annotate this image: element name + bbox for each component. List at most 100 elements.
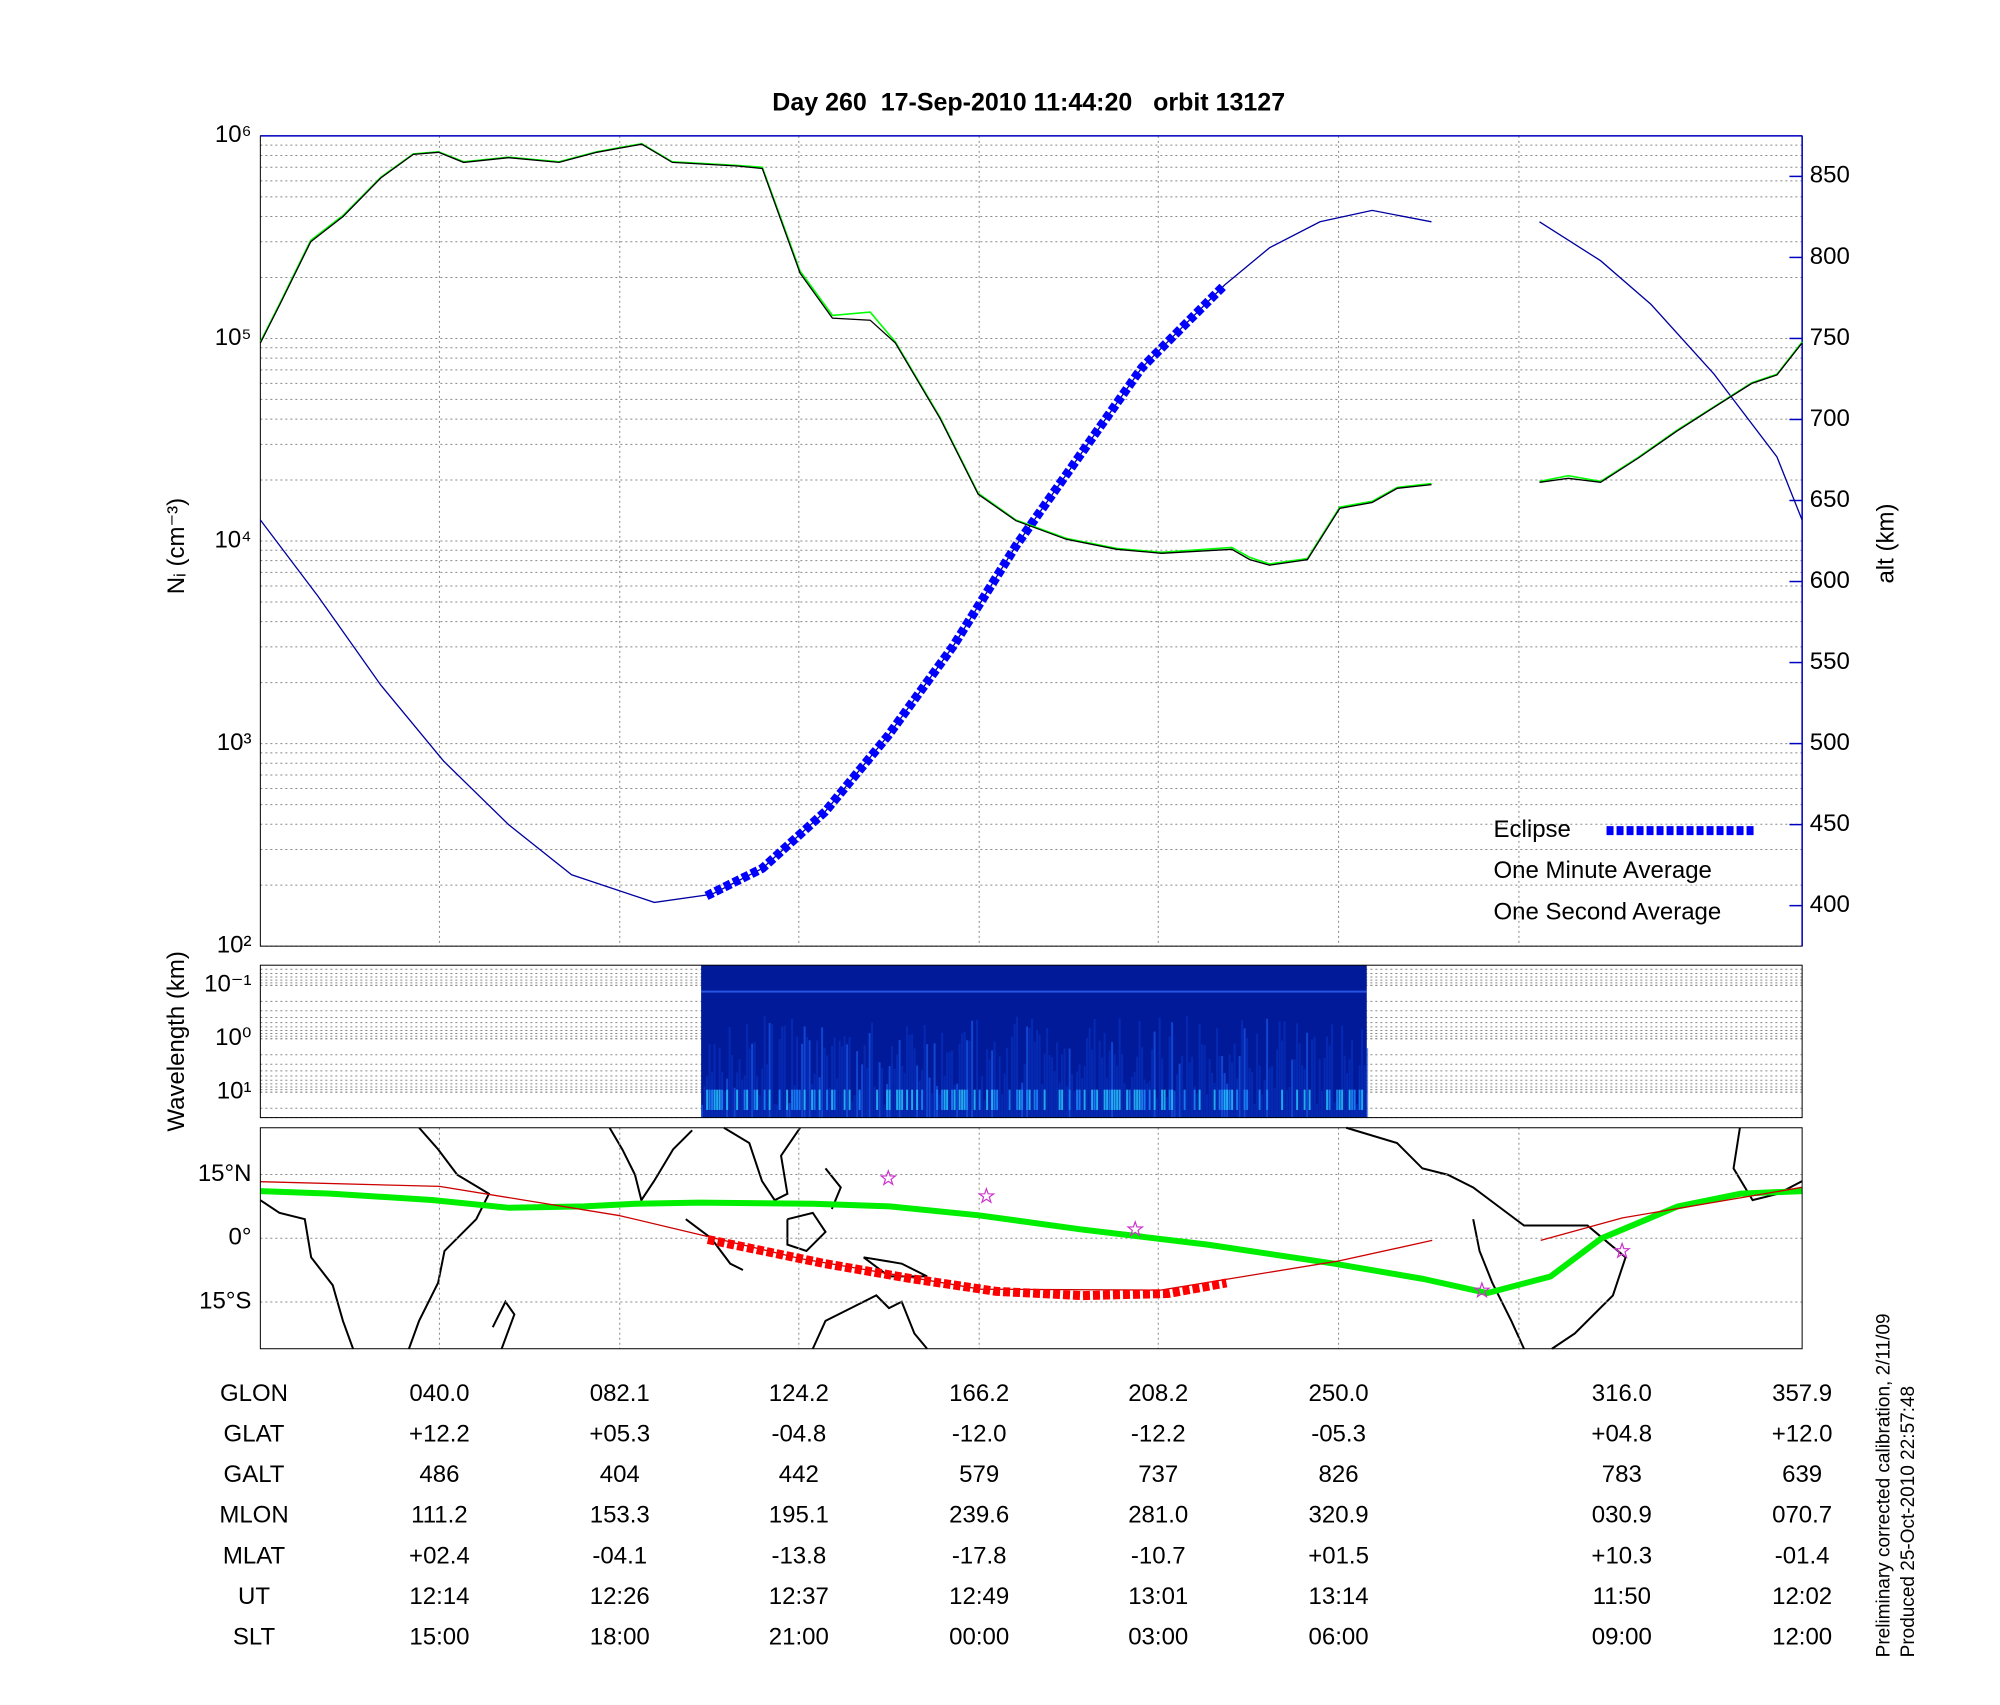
y2-tick-label: 800 bbox=[1810, 243, 1850, 270]
spectrogram-streak bbox=[1171, 1022, 1174, 1118]
spectrogram-streak bbox=[1208, 1059, 1211, 1118]
spectrogram-streak bbox=[1136, 1056, 1139, 1118]
table-cell: 783 bbox=[1602, 1461, 1642, 1488]
spectrogram-streak bbox=[783, 1025, 786, 1118]
spectrogram-streak bbox=[1041, 1084, 1044, 1118]
row-label: GLON bbox=[220, 1380, 288, 1407]
spectrogram-streak bbox=[808, 1040, 811, 1118]
spectrogram-streak bbox=[1341, 1089, 1344, 1110]
spectrogram-streak bbox=[1228, 1089, 1231, 1110]
table-cell: -01.4 bbox=[1775, 1542, 1830, 1569]
spectrogram-streak bbox=[1238, 1055, 1241, 1118]
plot-frame bbox=[259, 1127, 1803, 1350]
spectrogram-streak bbox=[1138, 1089, 1141, 1110]
spectrogram-streak bbox=[1356, 1104, 1359, 1118]
spectrogram-streak bbox=[1298, 1043, 1301, 1118]
spectrogram-streak bbox=[701, 1104, 704, 1118]
spectrogram-band bbox=[701, 990, 1367, 993]
spectrogram-streak bbox=[1031, 1018, 1034, 1118]
spectrogram-streak bbox=[806, 1036, 809, 1118]
spectrogram-streak bbox=[1101, 1057, 1104, 1118]
spectrogram-streak bbox=[1113, 1089, 1116, 1110]
spectrogram-streak bbox=[838, 1040, 841, 1118]
spectrogram-streak bbox=[753, 1089, 756, 1110]
spectrogram-streak bbox=[1128, 1089, 1131, 1110]
y-tick-label: 10⁰ bbox=[215, 1024, 251, 1051]
spectrogram-streak bbox=[763, 1016, 766, 1118]
spectrogram-streak bbox=[1311, 1039, 1314, 1118]
spectrogram-streak bbox=[1113, 1054, 1116, 1118]
spectrogram-streak bbox=[973, 1089, 976, 1110]
series-line bbox=[259, 209, 1803, 904]
coastline bbox=[608, 1127, 693, 1203]
spectrogram-streak bbox=[956, 1083, 959, 1118]
table-cell: 166.2 bbox=[949, 1380, 1009, 1407]
spectrogram-streak bbox=[858, 1089, 861, 1110]
spectrogram-streak bbox=[1306, 1032, 1309, 1118]
spectrogram-streak bbox=[963, 1089, 966, 1110]
table-cell: 153.3 bbox=[590, 1502, 650, 1529]
spectrogram-streak bbox=[1288, 1086, 1291, 1118]
spectrogram-streak bbox=[781, 1026, 784, 1118]
spectrogram-streak bbox=[1318, 1059, 1321, 1118]
spectrogram-streak bbox=[1211, 1072, 1214, 1118]
spectrogram-streak bbox=[733, 1087, 736, 1118]
y-tick-label: 10⁴ bbox=[214, 526, 251, 553]
spectrogram-streak bbox=[816, 1040, 819, 1118]
spectrogram-streak bbox=[1308, 1104, 1311, 1118]
table-cell: 040.0 bbox=[409, 1380, 469, 1407]
spectrogram-streak bbox=[1351, 1040, 1354, 1118]
spectrogram-streak bbox=[1136, 1089, 1139, 1110]
table-cell: 030.9 bbox=[1592, 1502, 1652, 1529]
spectrogram-streak bbox=[1038, 1034, 1041, 1118]
y2-tick-label: 500 bbox=[1810, 729, 1850, 756]
spectrogram-streak bbox=[748, 1048, 751, 1118]
spectrogram-streak bbox=[1231, 1089, 1234, 1110]
spectrogram-streak bbox=[941, 1089, 944, 1110]
spectrogram-streak bbox=[1256, 1033, 1259, 1118]
spectrogram-streak bbox=[706, 1089, 709, 1110]
spectrogram-streak bbox=[933, 1043, 936, 1118]
y-tick-label: 10⁶ bbox=[215, 121, 252, 148]
table-cell: 12:49 bbox=[949, 1583, 1009, 1610]
spectrogram-streak bbox=[1163, 1089, 1166, 1110]
spectrogram-streak bbox=[1168, 1036, 1171, 1118]
spectrogram-streak bbox=[1253, 1103, 1256, 1118]
spectrogram-streak bbox=[896, 1054, 899, 1118]
spectrogram-streak bbox=[993, 1041, 996, 1118]
table-cell: +04.8 bbox=[1591, 1420, 1652, 1447]
spectrogram-streak bbox=[1091, 1089, 1094, 1110]
spectrogram-streak bbox=[976, 1019, 979, 1118]
table-cell: 12:37 bbox=[769, 1583, 829, 1610]
spectrogram-streak bbox=[931, 1093, 934, 1118]
y-tick-label: 0° bbox=[229, 1224, 252, 1251]
spectrogram-streak bbox=[1181, 1055, 1184, 1118]
spectrogram-streak bbox=[886, 1089, 889, 1110]
spectrogram-streak bbox=[1346, 1073, 1349, 1118]
spectrogram-streak bbox=[856, 1051, 859, 1118]
spectrogram-streak bbox=[1043, 1053, 1046, 1118]
spectrogram-streak bbox=[1303, 1089, 1306, 1110]
series-line bbox=[259, 142, 1803, 565]
plot-frame bbox=[259, 964, 1803, 1119]
spectrogram-streak bbox=[953, 1089, 956, 1110]
spectrogram-streak bbox=[1058, 1089, 1061, 1110]
spectrogram-streak bbox=[961, 1089, 964, 1110]
table-cell: 486 bbox=[419, 1461, 459, 1488]
table-cell: 208.2 bbox=[1128, 1380, 1188, 1407]
spectrogram-streak bbox=[713, 1089, 716, 1110]
spectrogram-streak bbox=[1003, 1073, 1006, 1118]
spectrogram-streak bbox=[1091, 1049, 1094, 1118]
spectrogram-streak bbox=[1358, 1089, 1361, 1110]
spectrogram-streak bbox=[1281, 1089, 1284, 1110]
table-cell: 316.0 bbox=[1592, 1380, 1652, 1407]
spectrogram-streak bbox=[1291, 1059, 1294, 1118]
spectrogram-streak bbox=[1246, 1037, 1249, 1118]
spectrogram-streak bbox=[1188, 1062, 1191, 1118]
table-cell: 15:00 bbox=[409, 1624, 469, 1651]
spectrogram-streak bbox=[1018, 1089, 1021, 1110]
spectrogram-streak bbox=[1236, 1089, 1239, 1110]
spectrogram-streak bbox=[1176, 1074, 1179, 1118]
spectrogram-streak bbox=[758, 1095, 761, 1118]
spectrogram-streak bbox=[1161, 1058, 1164, 1118]
